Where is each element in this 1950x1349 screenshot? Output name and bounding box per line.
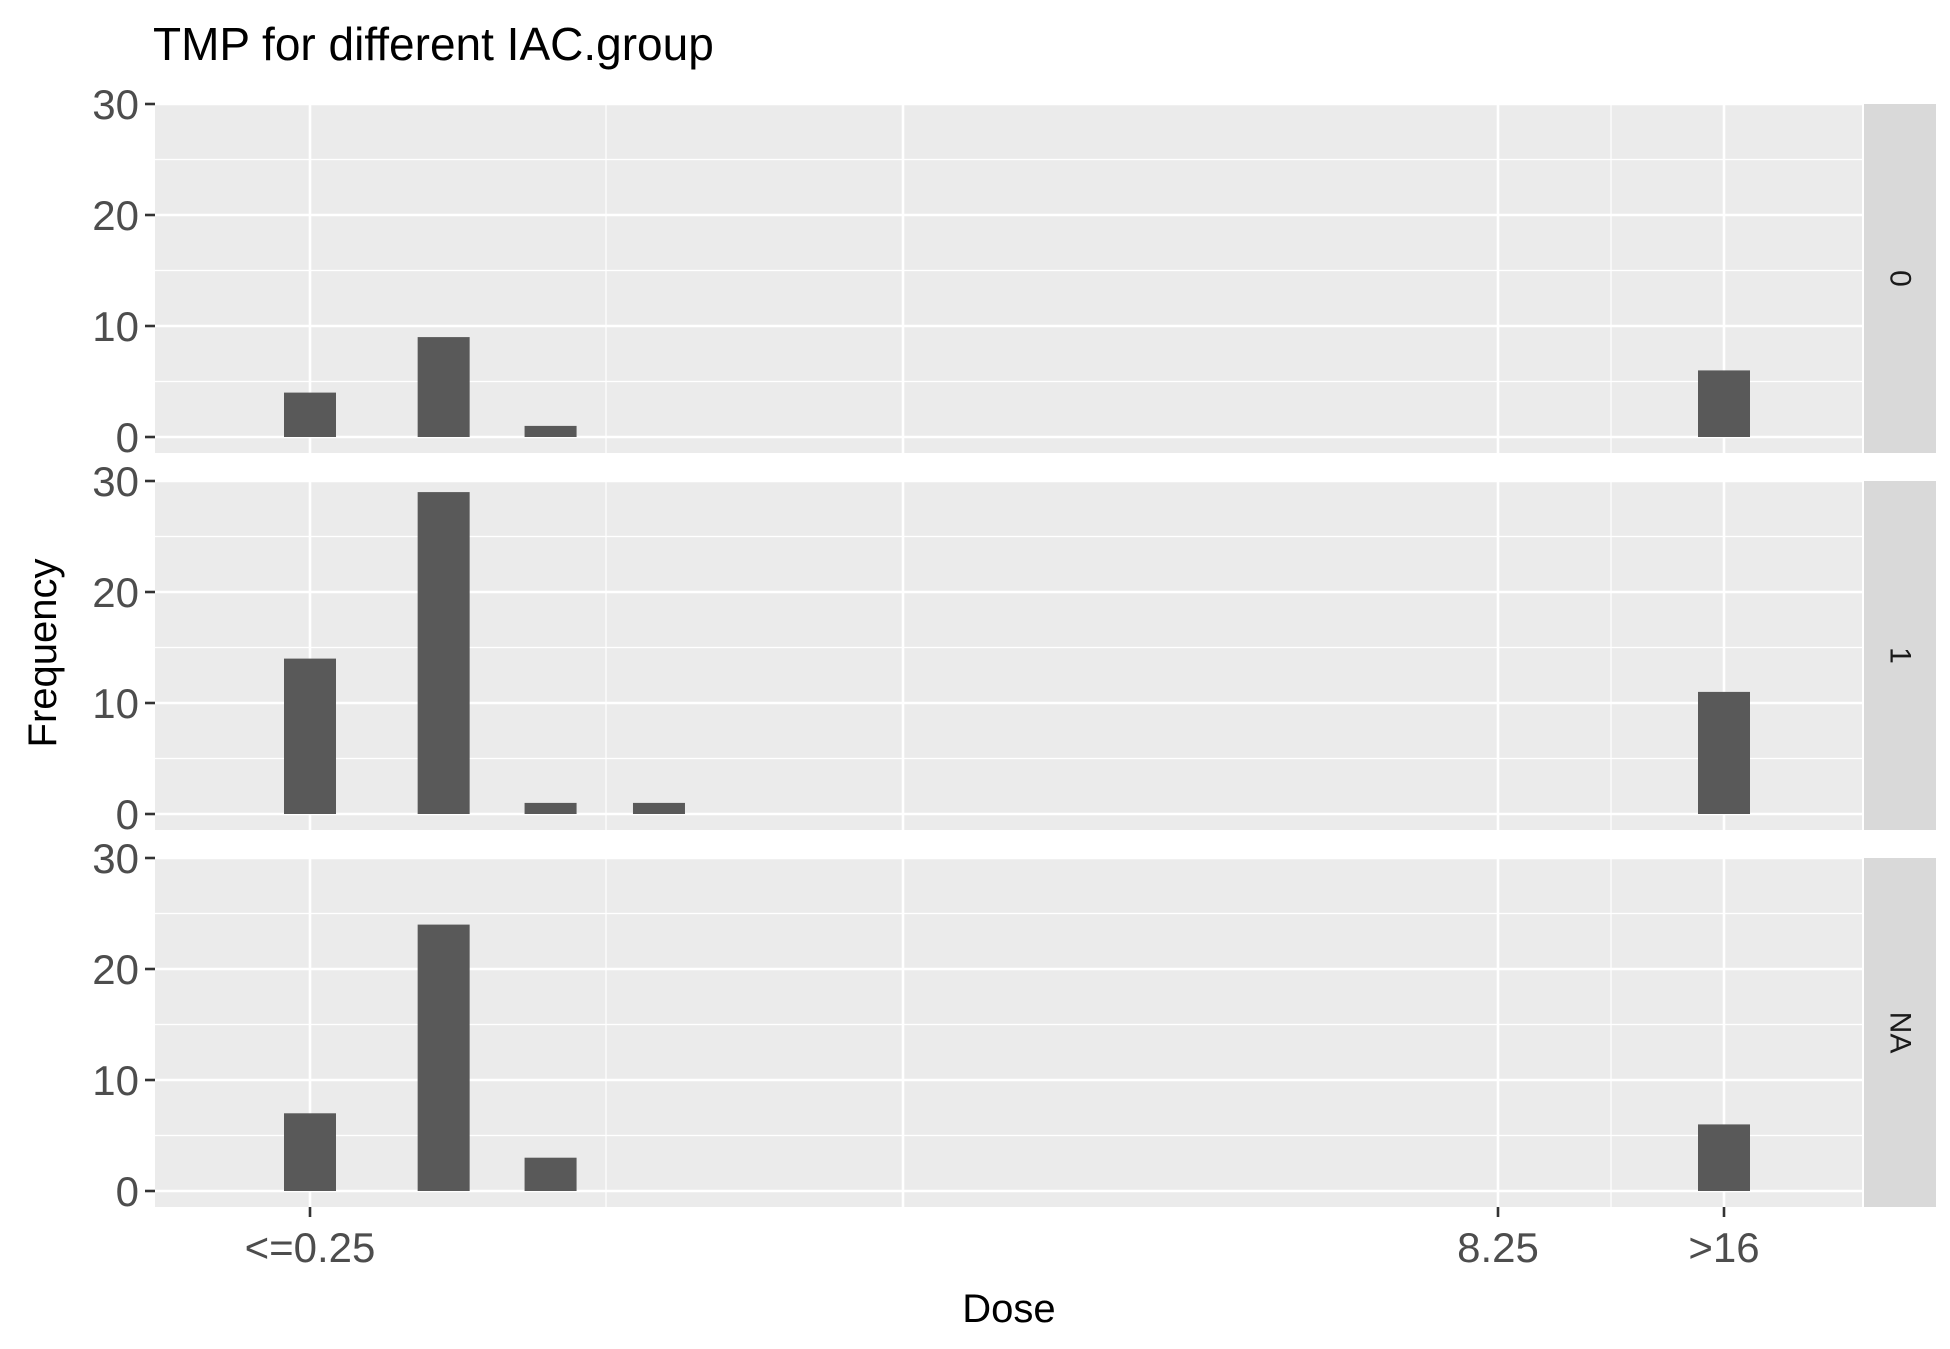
y-tick-label: 0: [116, 791, 139, 838]
facet-strip: [1864, 858, 1936, 1207]
facet-strip: [1864, 481, 1936, 830]
y-tick-label: 20: [92, 192, 139, 239]
bar: [417, 924, 470, 1191]
facet-strip-label: 0: [1884, 270, 1917, 287]
y-tick-label: 20: [92, 946, 139, 993]
x-axis-title: Dose: [962, 1287, 1055, 1331]
facet-panel-0: 0 10 20 30 0: [92, 81, 1936, 461]
bar: [524, 425, 577, 437]
bar: [1698, 370, 1750, 437]
chart-title: TMP for different IAC.group: [153, 18, 714, 70]
bar: [1698, 691, 1750, 814]
x-tick-label: 8.25: [1457, 1224, 1539, 1271]
y-tick-label: 0: [116, 414, 139, 461]
y-tick-label: 0: [116, 1168, 139, 1215]
bar: [1698, 1124, 1750, 1191]
y-tick-label: 10: [92, 1057, 139, 1104]
facet-strip: [1864, 104, 1936, 453]
facet-strip-label: 1: [1884, 647, 1917, 664]
y-tick-label: 20: [92, 569, 139, 616]
x-axis: <=0.25 8.25 >16: [245, 1207, 1760, 1271]
bar: [417, 492, 470, 814]
bar: [524, 802, 577, 814]
bar: [284, 658, 336, 814]
y-tick-label: 30: [92, 458, 139, 505]
panel-background: [155, 481, 1862, 830]
facet-panel-1: 0 10 20 30 1: [92, 458, 1936, 838]
y-axis-title: Frequency: [21, 559, 65, 748]
x-tick-label: >16: [1688, 1224, 1759, 1271]
y-tick-label: 30: [92, 835, 139, 882]
y-tick-label: 30: [92, 81, 139, 128]
y-tick-label: 10: [92, 303, 139, 350]
facet-panel-na: 0 10 20 30 NA: [92, 835, 1936, 1215]
x-tick-label: <=0.25: [245, 1224, 376, 1271]
bar: [417, 337, 470, 437]
panel-background: [155, 104, 1862, 453]
bar: [524, 1157, 577, 1191]
facet-strip-label: NA: [1884, 1012, 1917, 1054]
bar: [284, 1113, 336, 1191]
panel-background: [155, 858, 1862, 1207]
bar: [284, 392, 336, 437]
bar: [632, 802, 685, 814]
y-tick-label: 10: [92, 680, 139, 727]
